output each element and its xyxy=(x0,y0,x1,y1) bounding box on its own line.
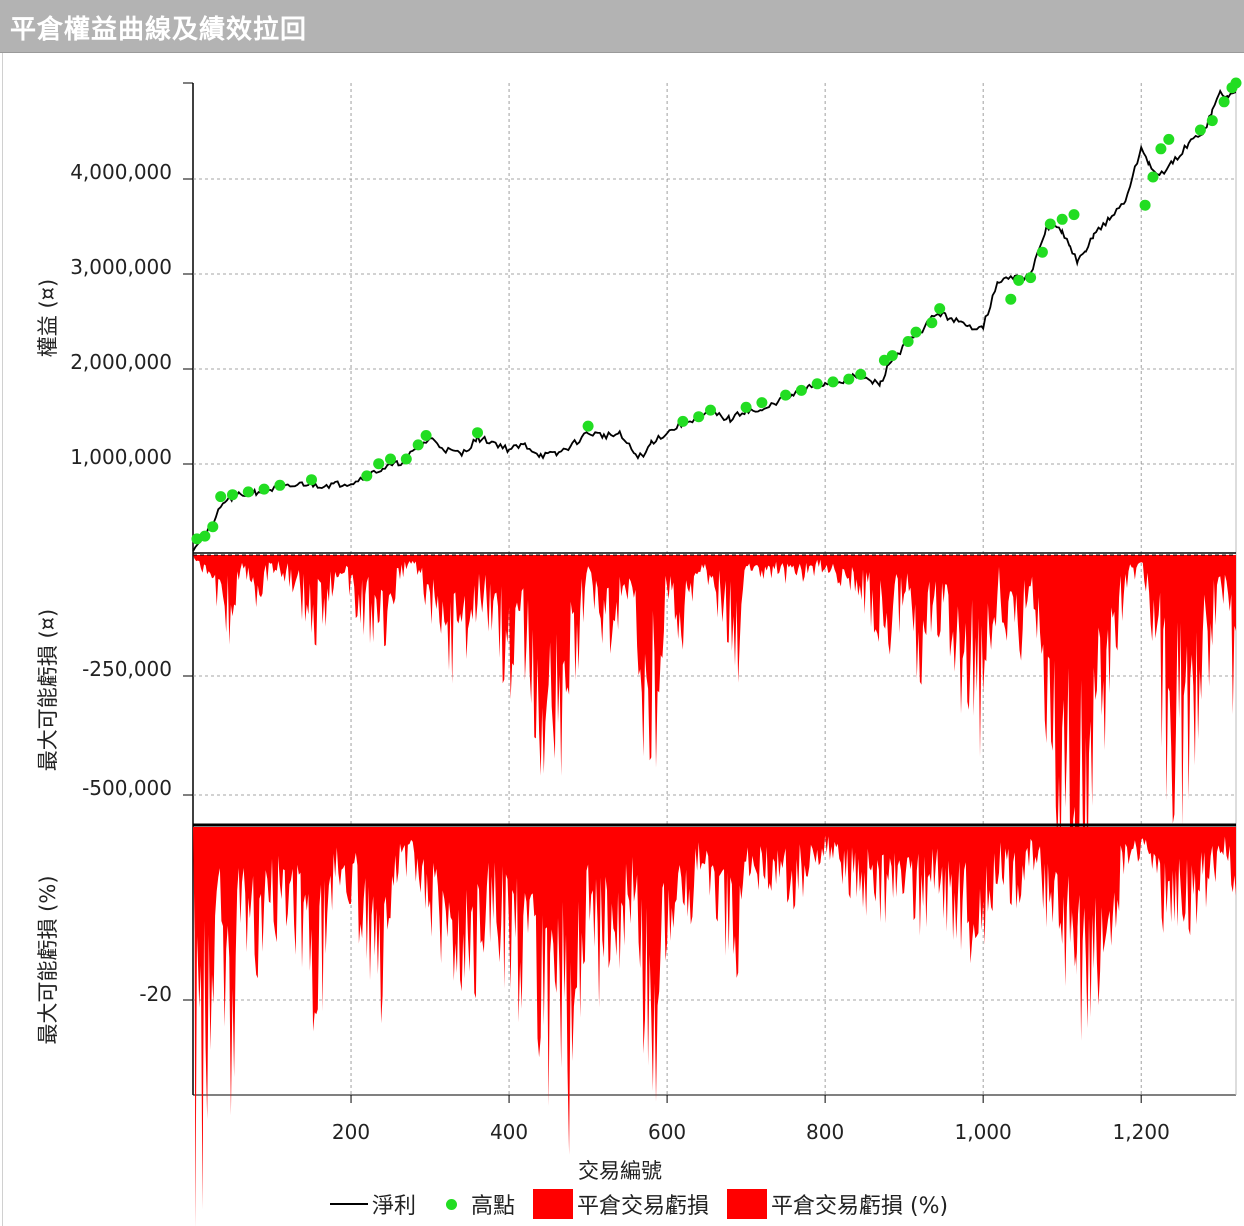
high-point xyxy=(677,415,689,427)
window-title: 平倉權益曲線及績效拉回 xyxy=(10,15,308,45)
high-point xyxy=(855,368,867,380)
legend-label: 高點 xyxy=(471,1194,516,1219)
high-point xyxy=(1155,143,1167,155)
high-point xyxy=(412,439,424,451)
x-tick-label: 400 xyxy=(490,1120,528,1144)
high-point xyxy=(1194,124,1206,136)
legend-item-dd-abs: 平倉交易虧損 xyxy=(533,1188,709,1220)
dot-swatch-icon xyxy=(446,1198,458,1210)
high-point xyxy=(756,397,768,409)
top-ytick-label: 3,000,000 xyxy=(70,255,172,279)
legend-label: 平倉交易虧損 (%) xyxy=(771,1194,949,1219)
high-point xyxy=(361,470,373,482)
high-point xyxy=(1044,218,1056,230)
high-point xyxy=(274,479,286,491)
high-point xyxy=(886,350,898,362)
bottom-ytick-label: -20 xyxy=(139,982,172,1006)
high-point xyxy=(740,401,752,413)
high-point xyxy=(926,317,938,329)
high-point xyxy=(795,384,807,396)
high-point xyxy=(1206,115,1218,127)
high-point xyxy=(902,336,914,347)
mid-ytick-label: -500,000 xyxy=(82,776,172,800)
bottom-ylabel: 最大可能虧損 (%) xyxy=(36,875,60,1044)
high-point xyxy=(1005,293,1017,305)
high-point xyxy=(705,404,716,416)
high-point xyxy=(811,378,823,390)
x-tick-label: 1,000 xyxy=(955,1120,1012,1144)
high-point xyxy=(373,458,385,470)
x-tick-label: 200 xyxy=(332,1120,370,1144)
box-swatch-icon xyxy=(533,1189,574,1219)
mid-ytick-label: -250,000 xyxy=(82,657,172,681)
high-point xyxy=(199,530,211,542)
high-point xyxy=(1013,274,1025,286)
line-swatch-icon xyxy=(330,1203,368,1205)
x-ticks: 200 400 600 800 1,000 1,200 xyxy=(332,1095,1170,1144)
high-point xyxy=(1218,96,1230,108)
high-point xyxy=(878,354,890,366)
high-point xyxy=(400,453,412,465)
top-ytick-label: 1,000,000 xyxy=(70,445,172,469)
highs-series xyxy=(191,77,1242,545)
top-ytick-label: 2,000,000 xyxy=(70,350,172,374)
high-point xyxy=(258,483,270,495)
equity-line xyxy=(192,88,1237,552)
high-point xyxy=(1139,199,1151,211)
high-point xyxy=(207,521,219,533)
drawdown-pct-area xyxy=(193,827,1236,1226)
high-point xyxy=(1025,272,1037,284)
legend-item-highs: 高點 xyxy=(434,1188,515,1220)
high-point xyxy=(843,373,855,385)
high-point xyxy=(306,474,317,486)
window-titlebar: 平倉權益曲線及績效拉回 xyxy=(0,0,1244,53)
drawdown-abs-path xyxy=(193,555,1236,975)
high-point xyxy=(1147,171,1159,183)
legend: 淨利 高點 平倉交易虧損 平倉交易虧損 (%) xyxy=(330,1186,966,1222)
high-point xyxy=(1163,133,1175,145)
frame-border xyxy=(2,53,3,1226)
x-tick-label: 1,200 xyxy=(1113,1120,1170,1144)
high-point xyxy=(227,489,238,501)
legend-label: 平倉交易虧損 xyxy=(577,1194,710,1219)
legend-item-dd-pct: 平倉交易虧損 (%) xyxy=(727,1188,948,1220)
high-point xyxy=(693,411,705,423)
high-point xyxy=(1068,209,1080,221)
high-point xyxy=(472,427,483,439)
high-point xyxy=(385,453,396,465)
high-point xyxy=(242,486,254,498)
high-point xyxy=(780,389,792,401)
top-ylabel: 權益 (¤) xyxy=(36,279,60,357)
equity-series xyxy=(192,88,1237,552)
high-point xyxy=(934,303,946,315)
mid-ylabel: 最大可能虧損 (¤) xyxy=(36,609,60,771)
high-point xyxy=(582,420,594,432)
high-point xyxy=(910,326,922,338)
drawdown-abs-area xyxy=(193,555,1236,975)
legend-label: 淨利 xyxy=(372,1194,417,1219)
high-point xyxy=(420,430,432,441)
drawdown-pct-path xyxy=(193,827,1236,1226)
x-tick-label: 600 xyxy=(648,1120,686,1144)
high-point xyxy=(1056,213,1068,225)
x-tick-label: 800 xyxy=(806,1120,844,1144)
high-point xyxy=(215,491,227,503)
high-point xyxy=(827,376,839,388)
box-swatch-icon xyxy=(727,1189,768,1219)
high-point xyxy=(1230,77,1242,89)
top-ytick-label: 4,000,000 xyxy=(70,160,172,184)
high-point xyxy=(1036,246,1048,258)
x-axis-label: 交易編號 xyxy=(578,1159,662,1183)
legend-item-net: 淨利 xyxy=(330,1188,416,1220)
